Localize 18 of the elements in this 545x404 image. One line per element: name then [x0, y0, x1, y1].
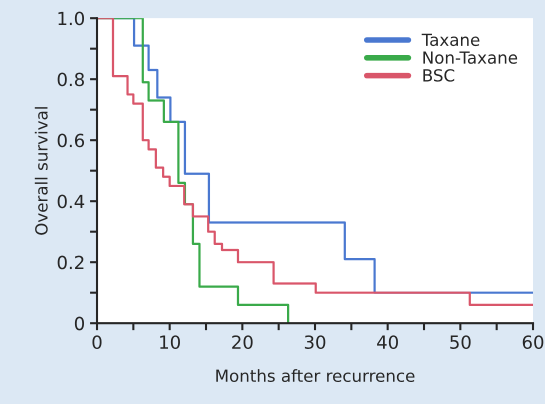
- x-axis-title: Months after recurrence: [216, 369, 414, 382]
- y-axis-title: Overall survival: [34, 107, 48, 235]
- x-tick-label: 0: [92, 335, 102, 349]
- legend-label: Taxane: [422, 34, 480, 46]
- y-tick-label: 0.2: [58, 256, 84, 270]
- y-tick-label: 1.0: [58, 12, 84, 26]
- legend-label: Non-Taxane: [423, 51, 518, 64]
- x-tick-label: 10: [160, 335, 180, 349]
- legend-label: BSC: [423, 69, 454, 82]
- x-tick-label: 50: [450, 335, 471, 349]
- x-tick-label: 20: [232, 335, 253, 349]
- y-tick-label: 0.6: [58, 134, 84, 148]
- y-tick-label: 0.8: [58, 72, 84, 86]
- x-tick-label: 30: [304, 335, 326, 349]
- x-tick-label: 60: [522, 335, 544, 349]
- y-tick-label: 0.4: [58, 194, 84, 208]
- y-tick-label: 0: [74, 316, 84, 330]
- x-tick-label: 40: [377, 335, 398, 349]
